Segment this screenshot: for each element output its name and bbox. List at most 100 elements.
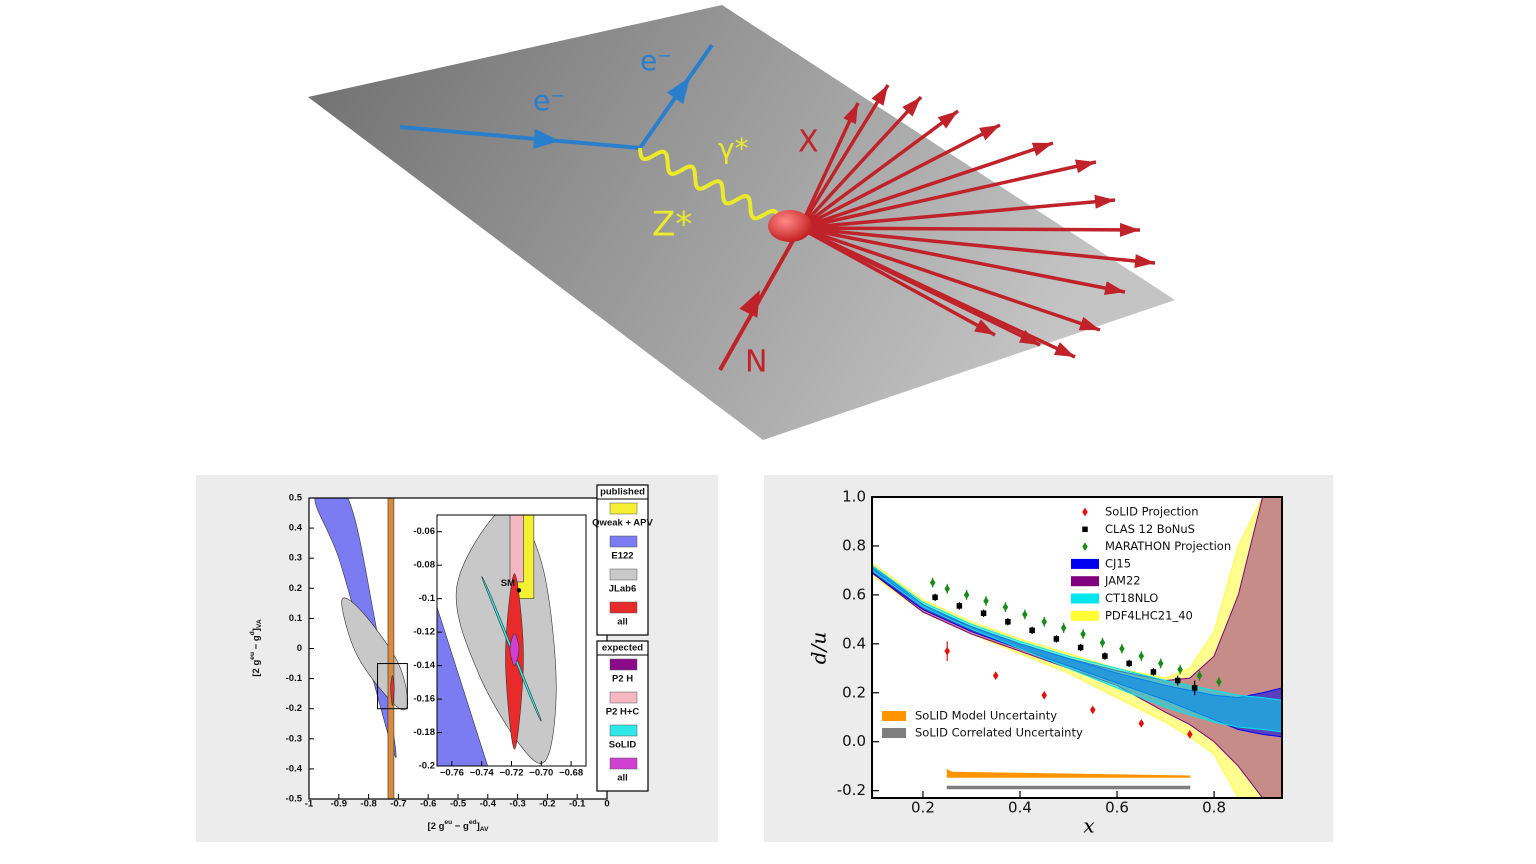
hadron-line xyxy=(799,226,1101,332)
legend-title: published xyxy=(600,487,645,498)
legend-label: CLAS 12 BoNuS xyxy=(1105,522,1195,536)
legend-marker xyxy=(1082,542,1088,551)
y-tick-label: -0.2 xyxy=(286,703,302,714)
x-axis-label-part: AV xyxy=(480,826,489,833)
data-point xyxy=(1080,629,1086,639)
diagram-label: γ* xyxy=(718,132,749,165)
legend-label: P2 H+C xyxy=(606,707,640,718)
y-tick-label: -0.2 xyxy=(837,781,866,799)
x-axis-label-part: ] xyxy=(477,821,480,832)
data-point xyxy=(1005,619,1011,625)
hadron-line xyxy=(799,123,1001,230)
inset-y-tick-label: -0.14 xyxy=(413,660,435,671)
bands xyxy=(872,497,1282,798)
data-point xyxy=(1157,659,1164,668)
coupling-chart: -1 -0.9 -0.8 -0.7 -0.6 -0.5 -0.4 -0.3 -0.2 -0.1 0 -… xyxy=(249,484,653,833)
electron-arrow xyxy=(533,128,560,149)
x-tick-label: 0.4 xyxy=(1008,799,1032,817)
pdf-band xyxy=(872,497,1282,798)
data-point xyxy=(1102,653,1108,659)
x-tick-label: -0.7 xyxy=(390,799,406,810)
region xyxy=(509,633,520,666)
data-point xyxy=(1119,644,1125,654)
legend-label: Qweak + APV xyxy=(592,518,653,529)
hadron-line xyxy=(798,84,890,229)
hadron-arrow xyxy=(1053,342,1075,357)
hadron-line xyxy=(799,160,1097,230)
hadron-line xyxy=(799,198,1116,230)
hadron-arrow xyxy=(1119,222,1140,237)
y-tick-label: -0.3 xyxy=(286,733,302,744)
hadron-line xyxy=(799,226,1141,232)
legend-swatch xyxy=(609,757,638,770)
legend-title: expected xyxy=(602,643,643,654)
electron-arrow xyxy=(666,77,690,105)
y-tick-label: 0.0 xyxy=(842,732,866,750)
inset-y-tick-label: -0.06 xyxy=(413,526,435,537)
inset-y-tick-label: -0.08 xyxy=(413,560,435,571)
diagram-label: e⁻ xyxy=(533,84,565,117)
data-point xyxy=(944,646,950,656)
legend-swatch xyxy=(609,502,638,515)
x-tick-label: -0.9 xyxy=(331,799,347,810)
regions xyxy=(437,515,557,766)
hadron-arrow xyxy=(871,85,888,106)
nucleon-arrow xyxy=(739,290,760,318)
scattering-diagram: e⁻ e⁻ γ* Z* X N xyxy=(308,5,1175,440)
legend-swatch xyxy=(609,535,638,548)
data-point xyxy=(1002,602,1009,612)
legend-swatch xyxy=(882,711,906,721)
inset-y-tick-label: -0.16 xyxy=(413,694,435,705)
nucleon-line xyxy=(718,227,802,371)
hadron-line xyxy=(798,102,860,229)
y-tick-label: -0.5 xyxy=(286,794,303,805)
legend-label: E122 xyxy=(611,551,633,562)
data-point xyxy=(929,578,936,588)
hadron-line xyxy=(799,226,1041,347)
x-tick-label: -0.2 xyxy=(539,799,555,810)
data-point xyxy=(992,671,999,681)
x-axis-label-part: − g xyxy=(452,821,469,832)
legend-label: CJ15 xyxy=(1105,556,1131,570)
data-point xyxy=(956,603,963,609)
legend-swatch xyxy=(882,728,906,738)
inset-y-tick-label: -0.2 xyxy=(419,761,435,772)
y-tick-label: 0.6 xyxy=(842,585,866,603)
data-point xyxy=(1022,610,1028,619)
legend-label: MARATHON Projection xyxy=(1105,539,1231,553)
x-tick-label: -0.4 xyxy=(480,799,497,810)
data-point xyxy=(944,584,950,594)
legend-swatch xyxy=(609,724,638,737)
legend-swatch xyxy=(609,568,638,581)
y-tick-label: 0 xyxy=(297,643,302,654)
x-axis-label: x xyxy=(1083,814,1094,838)
x-tick-label: 0.2 xyxy=(911,799,935,817)
region xyxy=(390,675,395,706)
diagram-label: Z* xyxy=(652,205,692,245)
data-point xyxy=(1216,677,1222,687)
inset-x-tick-label: −0.76 xyxy=(440,768,464,779)
legend-label: PDF4LHC21_40 xyxy=(1105,608,1193,622)
diagram-label: N xyxy=(745,345,767,380)
y-tick-label: 0.2 xyxy=(842,683,866,701)
data-point xyxy=(1126,660,1132,667)
inset-y-tick-label: -0.12 xyxy=(413,627,435,638)
inset-x-tick-label: −0.68 xyxy=(559,768,583,779)
y-tick-label: 1.0 xyxy=(842,488,866,506)
region xyxy=(387,498,395,799)
y-tick-label: 0.2 xyxy=(289,583,302,594)
scattering-plane xyxy=(308,5,1175,440)
hadron-line xyxy=(798,95,923,230)
x-tick-label: -0.8 xyxy=(360,799,376,810)
hadron-line xyxy=(799,226,996,337)
legend-label: JAM22 xyxy=(1104,574,1141,588)
data-point xyxy=(1041,617,1047,627)
y-axis-label-part: ] xyxy=(251,628,262,631)
y-axis-label-part: − g xyxy=(251,635,262,652)
legend-swatch xyxy=(1071,593,1099,604)
legend-swatch xyxy=(1071,558,1099,569)
region xyxy=(509,515,524,583)
inset-x-tick-label: −0.70 xyxy=(529,768,553,779)
hadron-arrow xyxy=(974,319,995,335)
